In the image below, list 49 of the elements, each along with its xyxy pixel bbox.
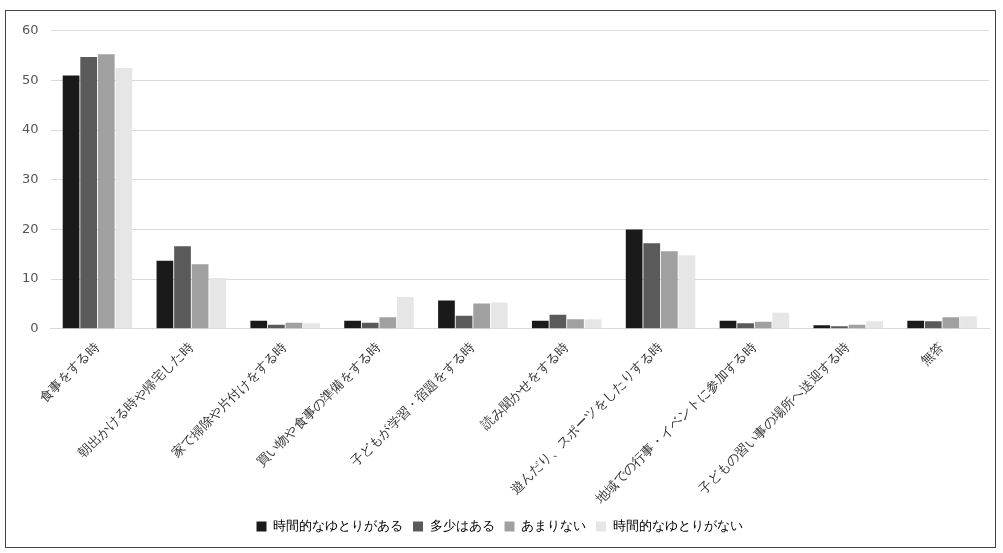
bar — [660, 251, 678, 329]
bar — [678, 255, 696, 329]
bar — [473, 303, 490, 329]
y-tick-label: 0 — [30, 320, 39, 336]
legend-label: 多少はある — [429, 517, 495, 533]
bar — [455, 315, 473, 329]
bar — [438, 300, 455, 329]
y-tick-label: 30 — [22, 171, 39, 187]
x-tick-label: 無答 — [917, 339, 947, 369]
bar — [924, 321, 942, 329]
bar — [62, 75, 80, 329]
bar — [754, 321, 772, 329]
bar — [942, 317, 960, 329]
bar — [490, 302, 508, 329]
y-tick-label: 40 — [22, 121, 39, 137]
legend-label: あまりない — [521, 517, 586, 533]
y-tick-label: 10 — [22, 270, 39, 286]
bar — [737, 323, 754, 329]
legend-label: 時間的なゆとりがある — [273, 517, 403, 533]
bar — [209, 278, 227, 329]
bar — [813, 325, 831, 329]
bar — [549, 314, 567, 329]
legend-label: 時間的なゆとりがない — [612, 517, 743, 533]
y-tick-label: 20 — [22, 220, 39, 236]
bar — [567, 319, 584, 329]
bar — [303, 323, 320, 329]
bar — [960, 316, 977, 329]
bar — [361, 322, 379, 329]
bar — [250, 320, 268, 329]
bar — [866, 321, 883, 329]
bar — [191, 264, 209, 329]
bar — [531, 320, 549, 329]
bar — [719, 320, 737, 329]
bar — [584, 319, 602, 329]
bar — [80, 57, 98, 329]
bar — [772, 312, 790, 329]
y-tick-label: 50 — [22, 71, 39, 87]
x-tick-label: 食事をする時 — [36, 339, 102, 405]
bar — [379, 317, 397, 329]
y-tick-label: 60 — [22, 22, 39, 38]
bar — [397, 296, 414, 329]
bar — [156, 260, 174, 329]
bar — [115, 68, 133, 329]
bar — [344, 320, 361, 329]
bar — [625, 229, 643, 329]
bar — [643, 243, 661, 329]
bar — [174, 246, 191, 329]
bar — [907, 320, 925, 329]
bar — [97, 54, 115, 329]
